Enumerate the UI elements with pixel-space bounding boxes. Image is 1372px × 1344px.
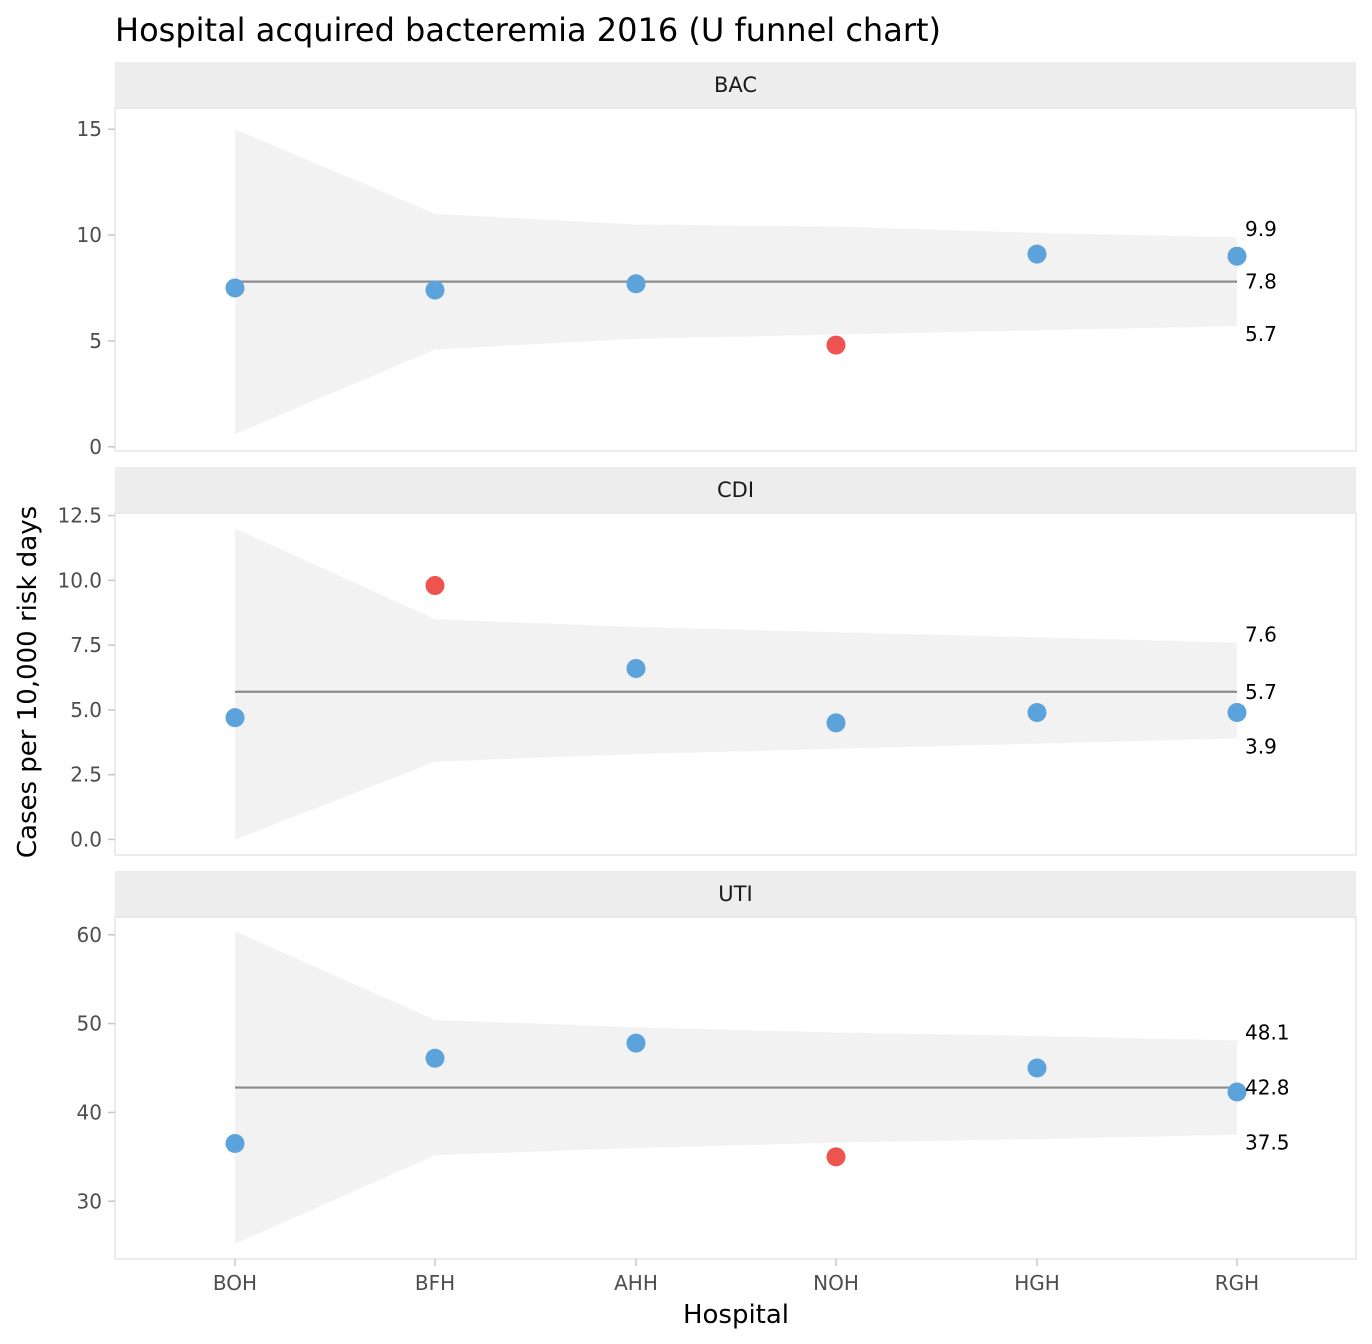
y-tick-label: 10 (77, 223, 102, 247)
y-tick-label: 30 (77, 1189, 102, 1213)
x-tick-label-ahh: AHH (614, 1271, 658, 1295)
facet-strip (115, 467, 1356, 513)
panel-border (114, 107, 1357, 452)
y-tick-label: 0 (89, 435, 102, 459)
x-tick-label-hgh: HGH (1014, 1271, 1060, 1295)
y-tick-label: 15 (77, 117, 102, 141)
data-point-ahh (626, 274, 646, 294)
x-tick-label-rgh: RGH (1215, 1271, 1259, 1295)
y-tick-label: 0.0 (70, 827, 102, 851)
y-tick-label: 60 (77, 923, 102, 947)
data-point-boh (225, 1134, 245, 1154)
facet-panel-cdi: CDI 0.0 2.5 5.0 7.5 10.0 12.5 7.6 5.7 3.9 (57, 467, 1357, 856)
lower-limit-label: 37.5 (1245, 1131, 1290, 1155)
data-point-rgh (1227, 246, 1247, 266)
data-point-ahh (626, 658, 646, 678)
x-axis: BOH BFH AHH NOH HGH RGH (213, 1259, 1259, 1295)
facet-strip (115, 871, 1356, 917)
data-point-bfh (425, 576, 445, 596)
facet-strip (115, 62, 1356, 108)
data-point-hgh (1027, 244, 1047, 264)
y-tick-label: 50 (77, 1012, 102, 1036)
lower-limit-label: 3.9 (1245, 734, 1277, 758)
panel-border (114, 512, 1357, 856)
data-point-hgh (1027, 1058, 1047, 1078)
center-line-label: 7.8 (1245, 270, 1277, 294)
data-point-noh (826, 713, 846, 733)
center-line-label: 42.8 (1245, 1076, 1290, 1100)
y-tick-label: 5.0 (70, 698, 102, 722)
y-axis-title: Cases per 10,000 risk days (13, 506, 43, 858)
chart-title: Hospital acquired bacteremia 2016 (U fun… (115, 11, 941, 49)
x-tick-label-bfh: BFH (415, 1271, 455, 1295)
x-axis-title: Hospital (683, 1300, 789, 1330)
control-limit-band (235, 528, 1237, 840)
upper-limit-label: 7.6 (1245, 623, 1277, 647)
data-point-rgh (1227, 1082, 1247, 1102)
facet-strip-label: BAC (714, 73, 757, 97)
data-point-boh (225, 708, 245, 728)
panel-border (114, 916, 1357, 1260)
facet-strip-label: UTI (718, 882, 752, 906)
data-point-hgh (1027, 703, 1047, 722)
y-tick-label: 5 (89, 329, 102, 353)
data-point-rgh (1227, 703, 1247, 722)
y-tick-label: 12.5 (57, 504, 102, 528)
data-point-noh (826, 335, 846, 355)
data-point-bfh (425, 1048, 445, 1068)
upper-limit-label: 48.1 (1245, 1020, 1290, 1044)
data-point-noh (826, 1147, 846, 1167)
x-tick-label-noh: NOH (813, 1271, 859, 1295)
data-point-ahh (626, 1033, 646, 1053)
center-line-label: 5.7 (1245, 680, 1277, 704)
data-point-bfh (425, 280, 445, 300)
y-tick-label: 40 (77, 1100, 102, 1124)
facet-panel-uti: UTI 30 40 50 60 48.1 42.8 37.5 (77, 871, 1357, 1260)
lower-limit-label: 5.7 (1245, 322, 1277, 346)
facet-panel-bac: BAC 0 5 10 15 9.9 7.8 5.7 (77, 62, 1357, 459)
y-tick-label: 2.5 (70, 763, 102, 787)
facet-panels: BAC 0 5 10 15 9.9 7.8 5.7 CDI 0.0 2.5 5.0 7.5 10.0 12.… (57, 62, 1357, 1260)
x-tick-label-boh: BOH (213, 1271, 257, 1295)
data-point-boh (225, 278, 245, 298)
y-tick-label: 10.0 (57, 568, 102, 592)
facet-strip-label: CDI (717, 478, 754, 502)
upper-limit-label: 9.9 (1245, 217, 1277, 241)
y-tick-label: 7.5 (70, 633, 102, 657)
